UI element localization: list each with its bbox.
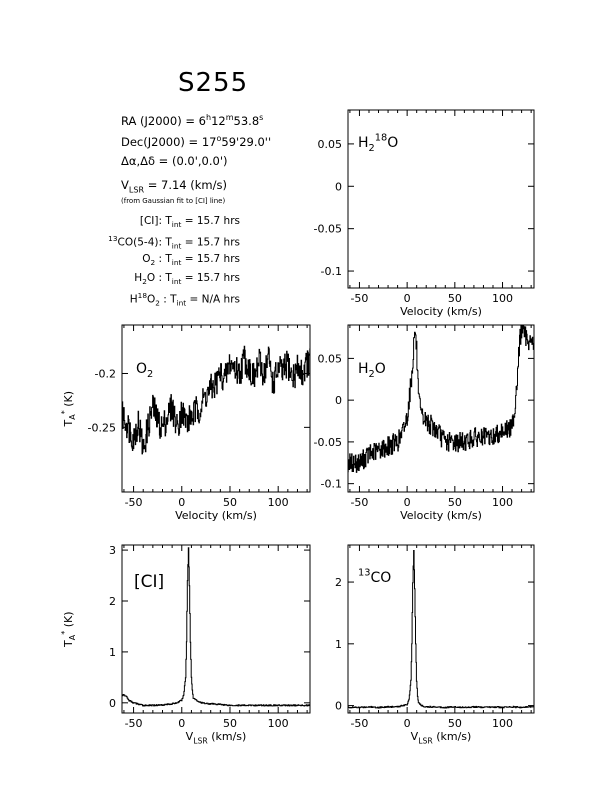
y-tick-label: 0	[109, 697, 116, 710]
x-tick-label: 100	[268, 717, 289, 730]
y-axis-label-group: TA* (K)	[60, 611, 77, 648]
y-tick-label: -0.1	[321, 478, 342, 491]
x-tick-label: -50	[350, 496, 368, 509]
plot-frame	[347, 109, 535, 289]
panel-label: [CI]	[134, 572, 164, 592]
x-tick-label: 0	[404, 292, 411, 305]
y-tick-label: 1	[109, 646, 116, 659]
panel-label: O2	[136, 361, 153, 380]
source-title: S255	[178, 68, 249, 98]
x-tick-label: 0	[178, 717, 185, 730]
y-tick-label: 0	[335, 700, 342, 713]
ra-line: RA (J2000) = 6h12m53.8s	[121, 113, 264, 128]
y-axis-label-group: TA* (K)	[60, 391, 77, 428]
vlsr-note: (from Gaussian fit to [CI] line)	[121, 197, 226, 205]
x-tick-label: -50	[125, 496, 143, 509]
x-tick-label: 50	[448, 292, 462, 305]
plot-frame	[121, 544, 311, 714]
x-tick-label: -50	[125, 717, 143, 730]
panel-o2: -50 0 50 100 -0.2 -0.25 Velocity (km/s) TA* (K)…	[60, 324, 311, 522]
x-axis-label: Velocity (km/s)	[175, 509, 257, 522]
vlsr-line: VLSR = 7.14 (km/s)	[121, 178, 227, 195]
x-tick-label: 50	[448, 496, 462, 509]
x-tick-label: -50	[350, 717, 368, 730]
y-tick-label: 0.05	[318, 138, 343, 151]
x-tick-label: 0	[404, 717, 411, 730]
x-tick-label: -50	[350, 292, 368, 305]
y-tick-label: 3	[109, 544, 116, 557]
panel-h2o: -50 0 50 100 0.05 0 -0.05 -0.1 Velocity (km/s) H2…	[314, 324, 535, 522]
x-tick-label: 0	[178, 496, 185, 509]
y-tick-label: -0.05	[314, 436, 342, 449]
x-axis-label: Velocity (km/s)	[400, 305, 482, 318]
x-axis-label: VLSR (km/s)	[411, 730, 472, 745]
x-tick-label: 100	[492, 292, 513, 305]
y-tick-label: 2	[335, 576, 342, 589]
x-tick-label: 50	[448, 717, 462, 730]
x-tick-label: 50	[223, 717, 237, 730]
integration-times: [CI]: Tint = 15.7 hrs 13CO(5-4): Tint = 1…	[70, 216, 240, 316]
integration-row: [CI]: Tint = 15.7 hrs	[139, 215, 240, 230]
integration-row: O2 : Tint = 15.7 hrs	[142, 253, 240, 268]
offset-line: Δα,Δδ = (0.0',0.0')	[121, 154, 228, 168]
y-tick-label: -0.1	[321, 265, 342, 278]
y-tick-label: 2	[109, 595, 116, 608]
plot-frame	[347, 324, 535, 493]
y-tick-label: -0.2	[95, 367, 116, 380]
spectrum-series	[347, 550, 535, 709]
y-tick-label: 0	[335, 180, 342, 193]
spectrum-series	[121, 547, 311, 707]
integration-row: H2O : Tint = 15.7 hrs	[134, 272, 240, 287]
y-tick-label: 1	[335, 638, 342, 651]
y-tick-label: 0	[335, 394, 342, 407]
integration-row: H18O2 : Tint = N/A hrs	[129, 291, 240, 308]
x-tick-label: 100	[492, 717, 513, 730]
x-tick-label: 0	[404, 496, 411, 509]
y-tick-label: -0.05	[314, 223, 342, 236]
x-tick-label: 100	[492, 496, 513, 509]
x-tick-label: 100	[268, 496, 289, 509]
panel-label: H2O	[358, 361, 386, 380]
y-tick-label: -0.25	[88, 421, 116, 434]
plot-frame	[347, 544, 535, 714]
y-axis-label: TA* (K)	[60, 611, 77, 648]
y-axis-label: TA* (K)	[60, 391, 77, 428]
y-tick-label: 0.05	[318, 352, 343, 365]
integration-row: 13CO(5-4): Tint = 15.7 hrs	[108, 234, 240, 251]
spectrum-series	[121, 345, 311, 455]
x-tick-label: 50	[223, 496, 237, 509]
panel-h218o: -50 0 50 100 0.05 0 -0.05 -0.1 Velocity (km/s) H2…	[314, 109, 535, 318]
spectrum-series	[347, 324, 535, 473]
panel-label: H218O	[358, 133, 398, 155]
dec-line: Dec(J2000) = 17o59'29.0''	[121, 134, 272, 149]
x-axis-label: VLSR (km/s)	[186, 730, 247, 745]
panel-label: 13CO	[358, 568, 391, 586]
x-axis-label: Velocity (km/s)	[400, 509, 482, 522]
